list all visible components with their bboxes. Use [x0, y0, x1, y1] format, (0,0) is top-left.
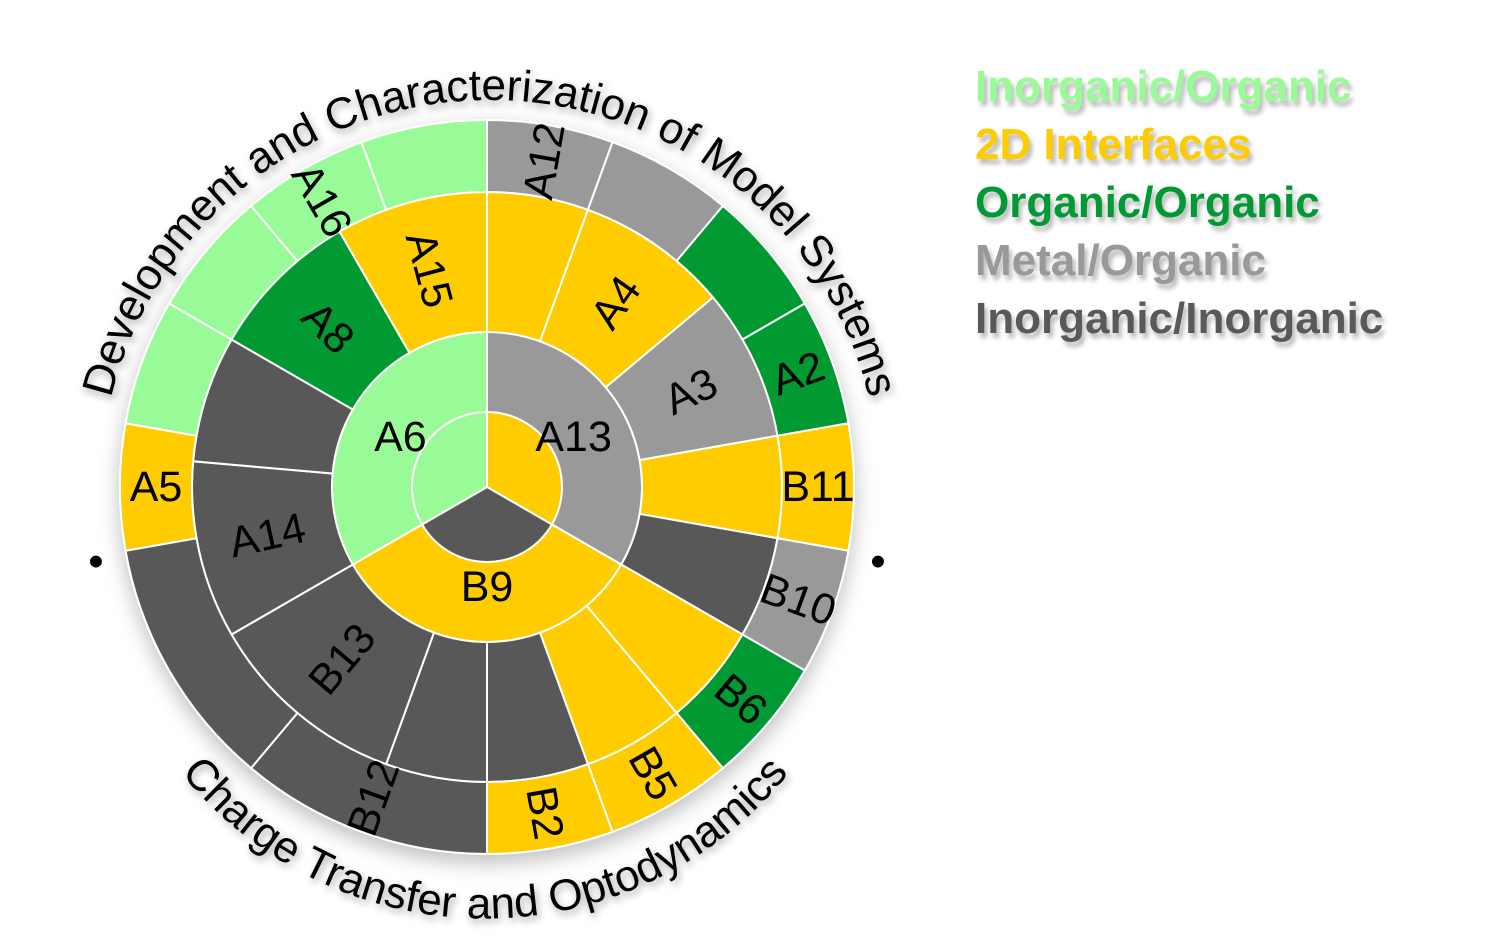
legend-item-inorganic-organic: Inorganic/Organic: [975, 62, 1352, 111]
legend: Inorganic/Organic 2D Interfaces Organic/…: [975, 58, 1383, 348]
segment-label-b2: B2: [516, 783, 572, 843]
segment-label-b11: B11: [781, 463, 854, 511]
legend-item-metal-organic: Metal/Organic: [975, 236, 1266, 285]
legend-item-inorganic-inorganic: Inorganic/Inorganic: [975, 294, 1384, 343]
segment-label-a5: A5: [130, 463, 183, 511]
bullet-right: •: [870, 537, 885, 586]
legend-item-organic-organic: Organic/Organic: [975, 178, 1320, 227]
segment-label-a6: A6: [374, 413, 427, 461]
segment-label-b9: B9: [461, 563, 514, 611]
legend-item-2d-interfaces: 2D Interfaces: [975, 120, 1252, 169]
sunburst-rings: [119, 118, 855, 856]
outer-ring-segment-15: [360, 118, 488, 212]
bullet-left: •: [88, 537, 103, 586]
segment-label-a13: A13: [535, 413, 612, 461]
